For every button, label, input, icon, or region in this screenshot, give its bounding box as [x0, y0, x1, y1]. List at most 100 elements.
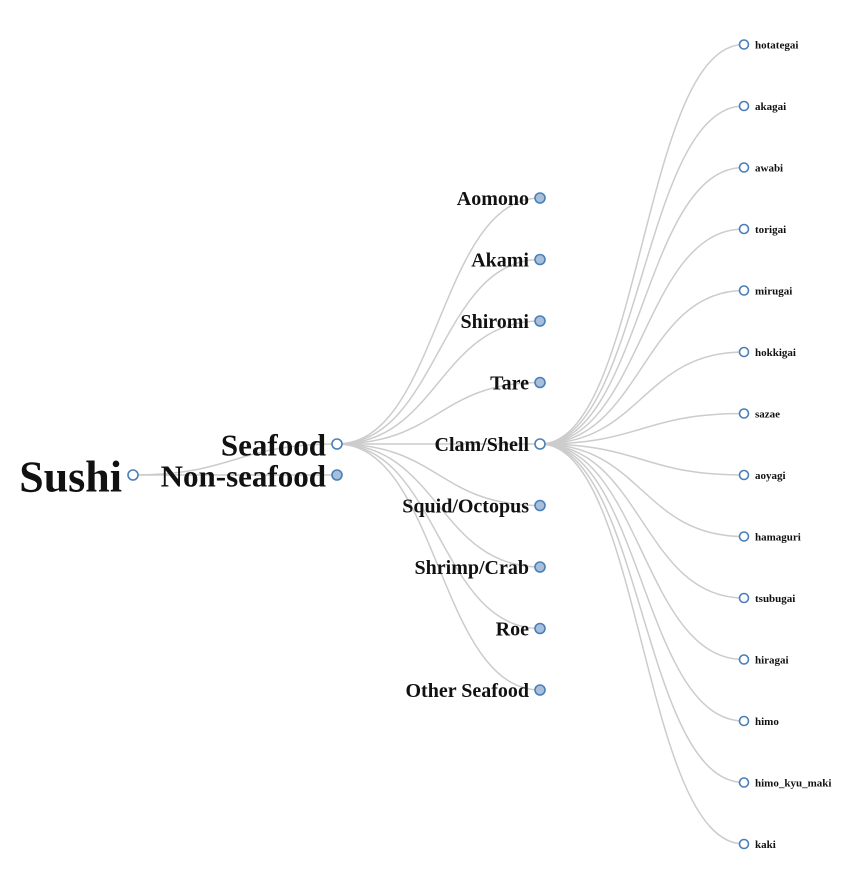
link-seafood-to-aomono: [336, 197, 541, 445]
node-awabi[interactable]: awabi: [738, 162, 784, 175]
link-seafood-to-shrimp-crab: [336, 443, 541, 568]
node-label-himo: himo: [755, 716, 779, 728]
node-seafood[interactable]: Seafood: [221, 428, 343, 463]
node-circle-awabi[interactable]: [738, 162, 750, 173]
node-label-shiromi: Shiromi: [460, 311, 529, 333]
node-sazae[interactable]: sazae: [738, 408, 781, 421]
node-sushi[interactable]: Sushi: [19, 453, 139, 502]
link-sushi-to-seafood: [132, 443, 338, 476]
node-label-other-seafood: Other Seafood: [405, 680, 529, 702]
link-clam-shell-to-hotategai: [539, 43, 745, 445]
node-label-seafood: Seafood: [221, 428, 326, 463]
node-label-sushi: Sushi: [19, 453, 122, 502]
node-circle-aomono[interactable]: [534, 192, 546, 204]
node-label-aomono: Aomono: [457, 188, 529, 210]
link-clam-shell-to-hamaguri: [539, 443, 745, 538]
node-roe[interactable]: Roe: [496, 619, 546, 641]
node-akagai[interactable]: akagai: [738, 100, 787, 113]
node-tare[interactable]: Tare: [490, 373, 546, 395]
node-label-hiragai: hiragai: [755, 655, 789, 667]
node-circle-himo-kyu-maki[interactable]: [738, 777, 750, 788]
node-hotategai[interactable]: hotategai: [738, 39, 799, 52]
node-label-squid-octopus: Squid/Octopus: [402, 496, 529, 518]
node-label-hamaguri: hamaguri: [755, 532, 801, 544]
link-seafood-to-roe: [336, 443, 541, 630]
node-label-roe: Roe: [496, 619, 529, 641]
node-label-aoyagi: aoyagi: [755, 470, 786, 482]
node-circle-sazae[interactable]: [738, 408, 750, 419]
link-clam-shell-to-hokkigai: [539, 351, 745, 445]
node-circle-himo[interactable]: [738, 715, 750, 727]
node-aoyagi[interactable]: aoyagi: [738, 469, 786, 482]
node-circle-shrimp-crab[interactable]: [534, 561, 546, 573]
node-circle-seafood[interactable]: [331, 438, 343, 450]
node-squid-octopus[interactable]: Squid/Octopus: [402, 496, 546, 518]
link-clam-shell-to-tsubugai: [539, 443, 745, 599]
link-clam-shell-to-himo-kyu-maki: [539, 443, 745, 784]
node-label-sazae: sazae: [755, 409, 780, 421]
link-clam-shell-to-mirugai: [539, 289, 745, 445]
node-clam-shell[interactable]: Clam/Shell: [435, 434, 546, 456]
node-circle-roe[interactable]: [534, 622, 546, 635]
node-hamaguri[interactable]: hamaguri: [738, 531, 801, 544]
node-mirugai[interactable]: mirugai: [738, 285, 793, 298]
node-circle-hokkigai[interactable]: [738, 346, 750, 358]
node-circle-akagai[interactable]: [738, 100, 750, 112]
node-hokkigai[interactable]: hokkigai: [738, 346, 796, 359]
node-circle-shiromi[interactable]: [534, 315, 546, 327]
node-label-hokkigai: hokkigai: [755, 347, 796, 359]
node-hiragai[interactable]: hiragai: [738, 654, 789, 667]
link-clam-shell-to-aoyagi: [539, 443, 745, 476]
node-akami[interactable]: Akami: [471, 250, 546, 272]
node-circle-aoyagi[interactable]: [738, 469, 750, 481]
node-label-hotategai: hotategai: [755, 40, 798, 52]
node-circle-other-seafood[interactable]: [534, 684, 546, 696]
node-himo-kyu-maki[interactable]: himo_kyu_maki: [738, 777, 832, 790]
node-shrimp-crab[interactable]: Shrimp/Crab: [415, 557, 546, 579]
node-circle-akami[interactable]: [534, 253, 546, 266]
node-kaki[interactable]: kaki: [738, 838, 776, 851]
node-label-non-seafood: Non-seafood: [161, 459, 326, 494]
node-himo[interactable]: himo: [738, 715, 780, 728]
link-clam-shell-to-akagai: [539, 105, 745, 445]
node-label-clam-shell: Clam/Shell: [435, 434, 530, 456]
link-seafood-to-shiromi: [336, 320, 541, 445]
node-tsubugai[interactable]: tsubugai: [738, 592, 796, 605]
tree-links: [132, 43, 745, 845]
node-circle-torigai[interactable]: [738, 223, 750, 235]
link-clam-shell-to-awabi: [539, 166, 745, 445]
node-circle-hotategai[interactable]: [738, 39, 750, 50]
node-circle-tsubugai[interactable]: [738, 592, 750, 604]
node-circle-clam-shell[interactable]: [534, 438, 546, 450]
node-circle-tare[interactable]: [534, 376, 546, 389]
link-seafood-to-squid-octopus: [336, 443, 541, 507]
node-aomono[interactable]: Aomono: [457, 188, 546, 210]
node-label-awabi: awabi: [755, 163, 783, 175]
node-label-tsubugai: tsubugai: [755, 593, 795, 605]
node-label-akagai: akagai: [755, 101, 786, 113]
node-circle-kaki[interactable]: [738, 838, 750, 850]
node-circle-hamaguri[interactable]: [738, 531, 750, 542]
link-clam-shell-to-sazae: [539, 412, 745, 445]
link-seafood-to-tare: [336, 381, 541, 445]
node-non-seafood[interactable]: Non-seafood: [161, 459, 343, 494]
link-clam-shell-to-torigai: [539, 228, 745, 445]
node-shiromi[interactable]: Shiromi: [460, 311, 546, 333]
tree-nodes: Aomono Akami Shiromi Tare hotategai akagai awa…: [19, 39, 832, 851]
node-label-akami: Akami: [471, 250, 529, 272]
link-seafood-to-other-seafood: [336, 443, 541, 691]
node-torigai[interactable]: torigai: [738, 223, 787, 236]
node-label-kaki: kaki: [755, 839, 776, 851]
node-circle-hiragai[interactable]: [738, 654, 750, 665]
node-circle-mirugai[interactable]: [738, 285, 750, 296]
link-clam-shell-to-himo: [539, 443, 745, 722]
link-clam-shell-to-kaki: [539, 443, 745, 845]
node-label-mirugai: mirugai: [755, 286, 792, 298]
node-circle-squid-octopus[interactable]: [534, 499, 546, 512]
link-clam-shell-to-hiragai: [539, 443, 745, 661]
node-circle-non-seafood[interactable]: [331, 469, 343, 481]
node-circle-sushi[interactable]: [127, 469, 139, 481]
node-other-seafood[interactable]: Other Seafood: [405, 680, 546, 702]
node-label-torigai: torigai: [755, 224, 786, 236]
